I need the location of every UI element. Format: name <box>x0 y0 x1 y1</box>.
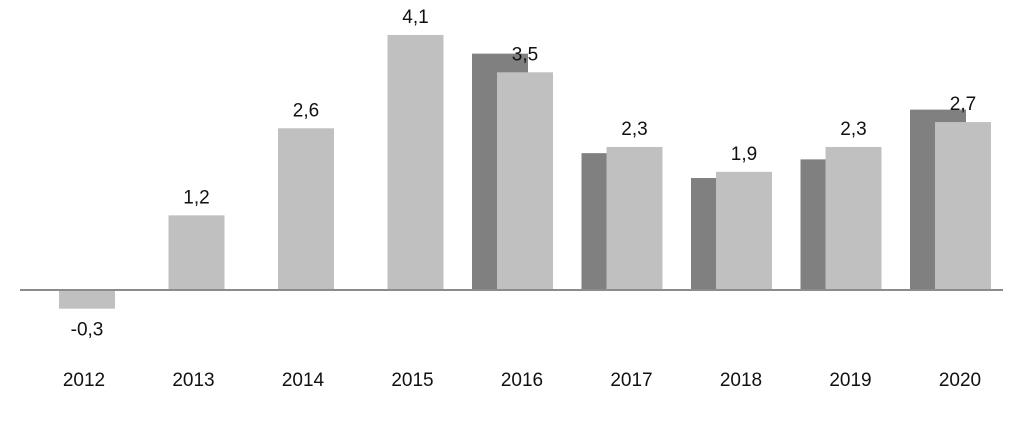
data-label-2014: 2,6 <box>293 100 319 121</box>
bar-light-2020 <box>935 122 991 290</box>
data-label-2016: 3,5 <box>512 44 538 65</box>
data-label-2013: 1,2 <box>183 187 209 208</box>
bar-light-2016 <box>497 72 553 290</box>
x-tick-label-2015: 2015 <box>391 370 433 391</box>
bar-light-2012 <box>59 290 115 309</box>
bars-layer <box>59 34 991 309</box>
bar-light-2018 <box>716 171 772 290</box>
x-tick-label-2018: 2018 <box>720 370 762 391</box>
x-tick-label-2014: 2014 <box>282 370 325 391</box>
data-label-2015: 4,1 <box>402 7 428 28</box>
bar-light-2019 <box>825 146 882 290</box>
bar-light-2015 <box>387 34 444 291</box>
bar-light-2017 <box>606 146 663 290</box>
data-label-2018: 1,9 <box>731 144 757 165</box>
labels-layer: -0,3 2012 1,2 2013 2,6 2014 4,1 2015 3,5 2016 2,3 2… <box>63 7 981 391</box>
data-label-2012: -0,3 <box>71 320 104 341</box>
x-tick-label-2019: 2019 <box>829 370 871 391</box>
x-tick-label-2016: 2016 <box>501 370 543 391</box>
data-label-2017: 2,3 <box>621 119 647 140</box>
x-tick-label-2012: 2012 <box>63 370 105 391</box>
bar-light-2014 <box>278 128 334 290</box>
x-tick-label-2013: 2013 <box>172 370 214 391</box>
x-tick-label-2020: 2020 <box>939 370 981 391</box>
data-label-2020: 2,7 <box>950 94 976 115</box>
data-label-2019: 2,3 <box>840 119 866 140</box>
x-tick-label-2017: 2017 <box>610 370 652 391</box>
bar-light-2013 <box>168 215 225 290</box>
